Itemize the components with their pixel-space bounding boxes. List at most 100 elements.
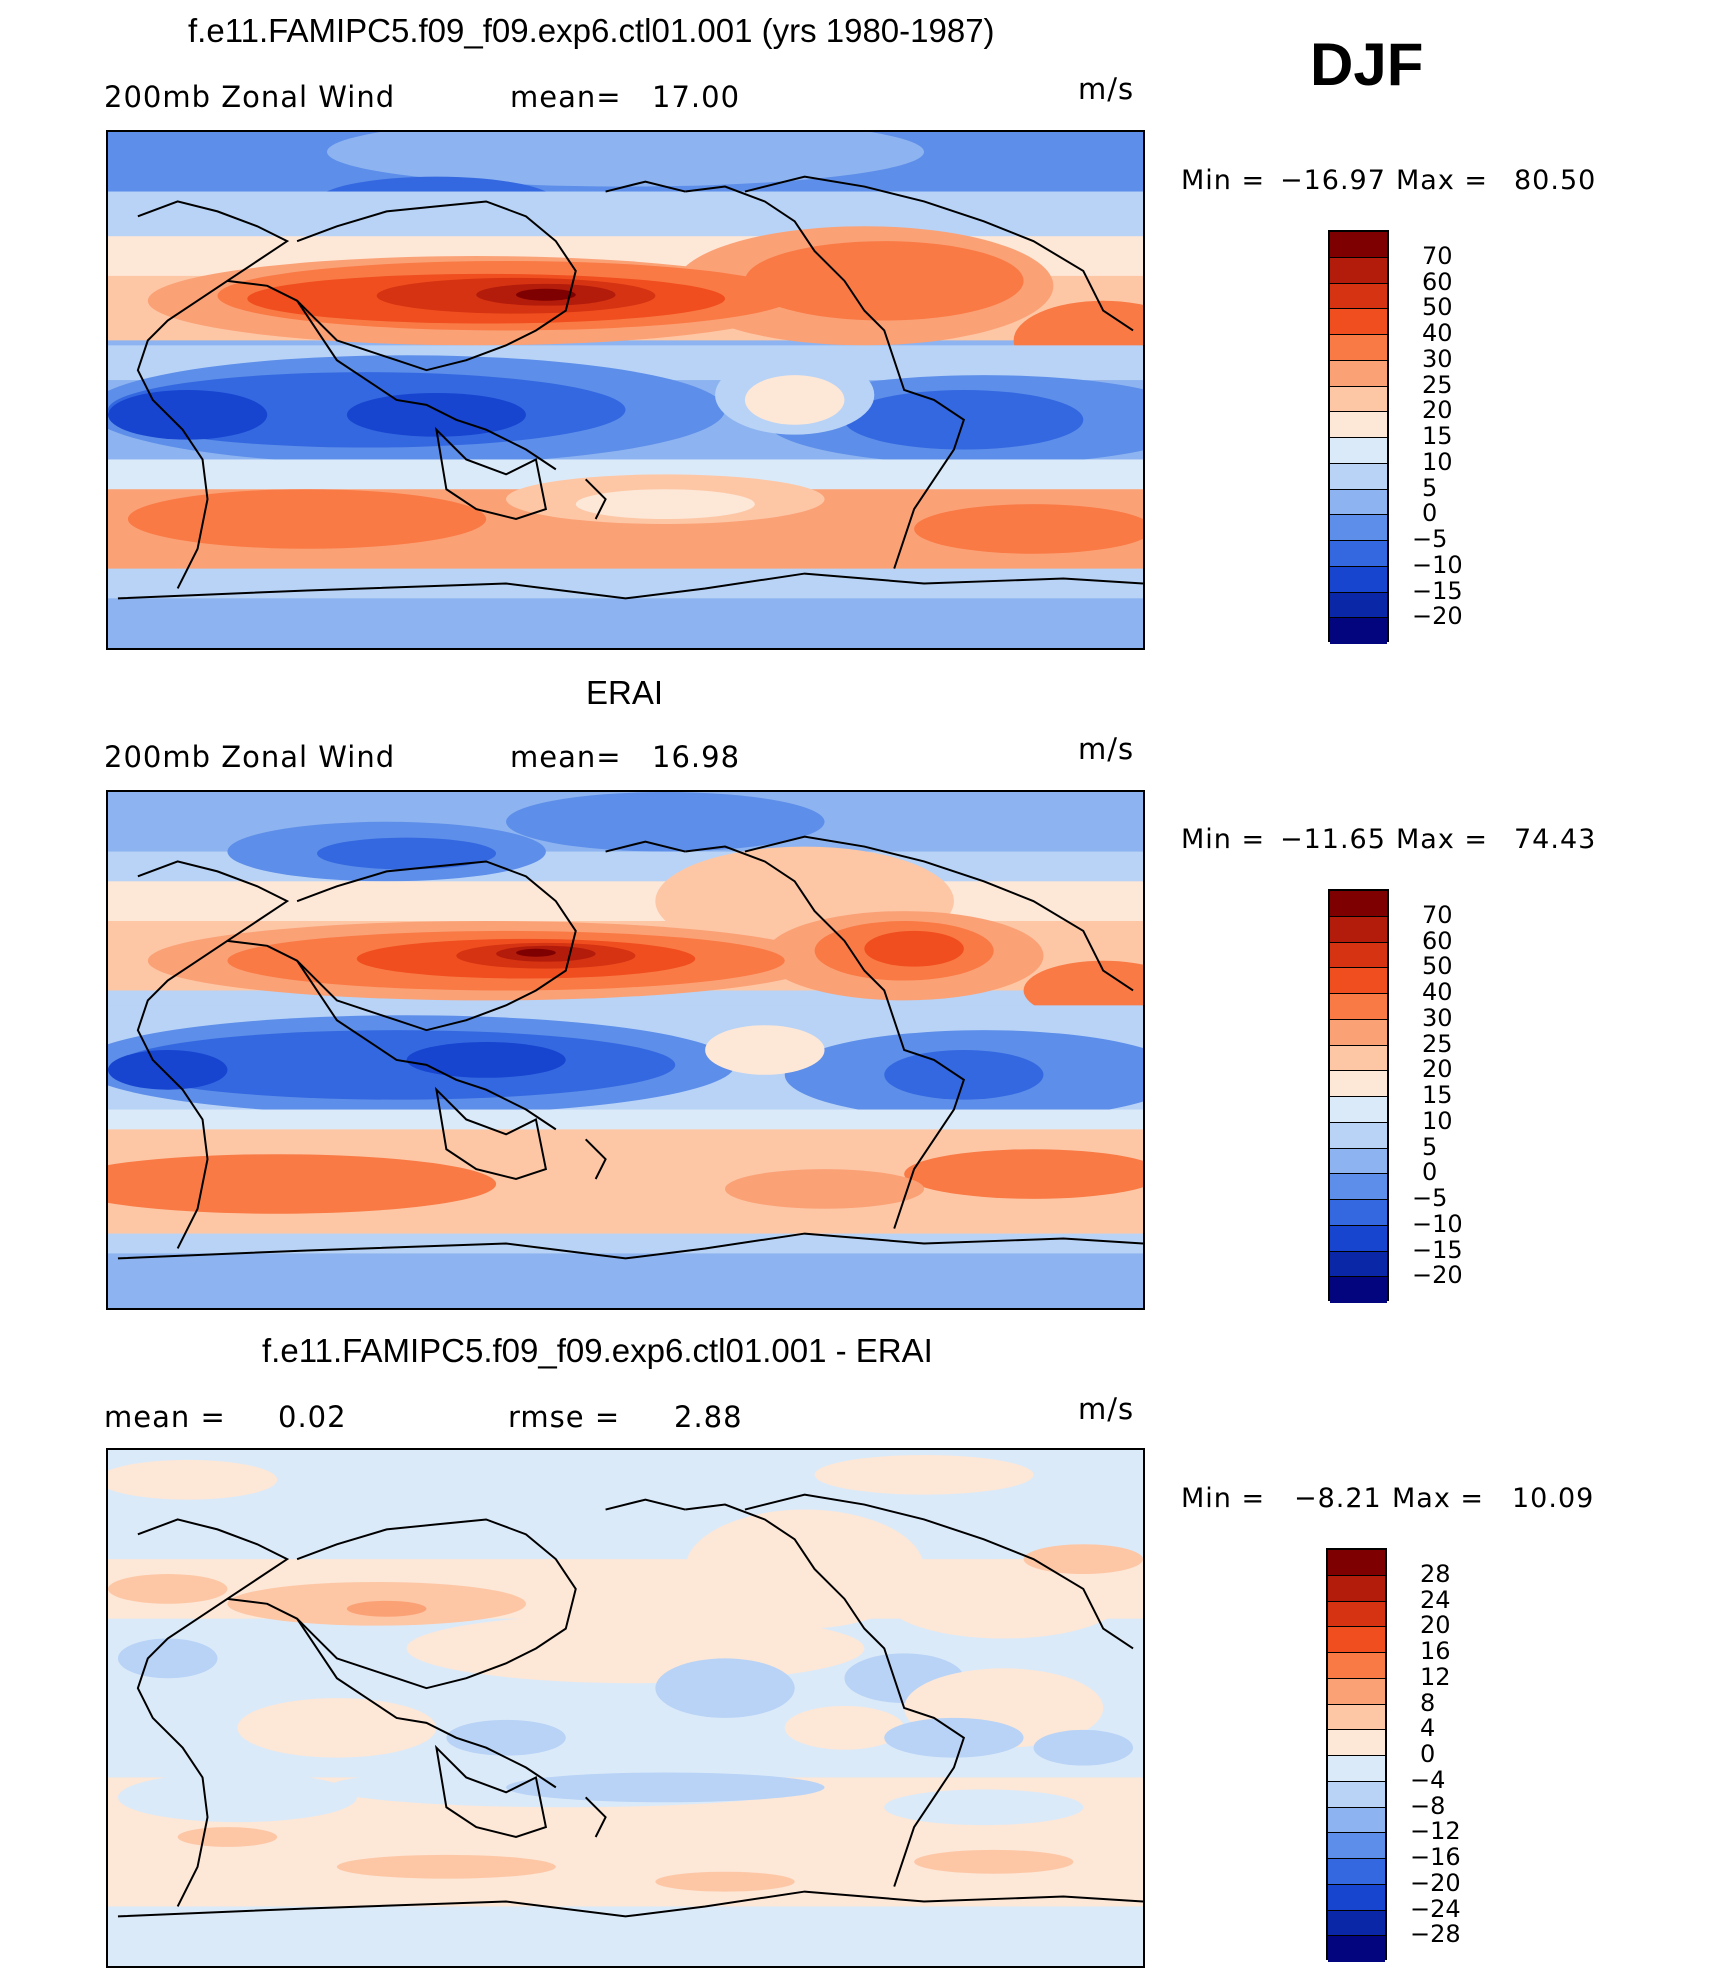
colorbar-tick-label: −10 [1412,550,1463,579]
colorbar-tick-label: 0 [1420,1740,1436,1768]
colorbar-tick-label: 15 [1422,1081,1453,1109]
colorbar-tick-label: −28 [1410,1920,1461,1949]
colorbar-tick-label: 5 [1422,1132,1438,1161]
colorbar-tick-label: −24 [1410,1894,1461,1923]
colorbar-tick-label: 15 [1422,422,1453,450]
colorbar-swatch [1330,283,1387,310]
panel1-max-label: Max = [1396,165,1489,196]
colorbar-tick-label: 70 [1422,900,1453,929]
colorbar-swatch [1330,335,1387,361]
colorbar-swatch [1330,916,1387,943]
colorbar-swatch [1328,1627,1385,1653]
colorbar-tick-label: 28 [1420,1559,1451,1588]
colorbar-tick-label: 24 [1420,1585,1451,1614]
panel3-map [106,1448,1145,1968]
panel2-variable-label: 200mb Zonal Wind [104,740,396,774]
panel1-min-label: Min = [1181,165,1266,196]
colorbar-swatch [1330,1174,1387,1200]
panel1-colorbar [1328,230,1389,644]
colorbar-swatch [1328,1936,1385,1962]
panel1-variable-label: 200mb Zonal Wind [104,80,396,114]
colorbar-swatch [1330,968,1387,994]
colorbar-tick-label: 5 [1422,473,1438,502]
colorbar-swatch [1330,1225,1387,1252]
colorbar-swatch [1330,412,1387,438]
colorbar-tick-label: 70 [1422,241,1453,270]
panel1-min-value: −16.97 [1280,165,1386,196]
colorbar-tick-label: 16 [1420,1637,1451,1665]
panel2-min-value: −11.65 [1280,824,1386,855]
colorbar-swatch [1328,1884,1385,1911]
colorbar-tick-label: 20 [1422,396,1453,425]
panel3-units: m/s [1078,1392,1135,1426]
colorbar-tick-label: 12 [1420,1662,1451,1691]
colorbar-swatch [1330,232,1387,258]
panel3-min-label: Min = [1181,1483,1266,1514]
colorbar-swatch [1330,257,1387,284]
panel2-title: ERAI [586,674,664,711]
colorbar-swatch [1328,1833,1385,1859]
colorbar-tick-label: 20 [1420,1611,1451,1640]
colorbar-swatch [1328,1781,1385,1808]
panel2-min-label: Min = [1181,824,1266,855]
colorbar-tick-label: −5 [1412,1184,1448,1212]
colorbar-swatch [1328,1756,1385,1782]
colorbar-tick-label: 60 [1422,267,1453,296]
season-label: DJF [1310,31,1424,98]
panel1-title: f.e11.FAMIPC5.f09_f09.exp6.ctl01.001 (yr… [188,12,995,49]
colorbar-swatch [1330,489,1387,516]
colorbar-tick-label: 30 [1422,344,1453,373]
colorbar-swatch [1330,541,1387,567]
colorbar-swatch [1328,1910,1385,1937]
colorbar-tick-label: 50 [1422,952,1453,981]
panel1-units: m/s [1078,72,1135,106]
panel3-max-label: Max = [1392,1483,1485,1514]
panel2-max-value: 74.43 [1514,824,1597,855]
colorbar-swatch [1328,1678,1385,1705]
colorbar-tick-label: −20 [1412,1261,1463,1290]
panel3-mean-label: mean = [104,1400,226,1434]
colorbar-swatch [1330,1071,1387,1097]
panel1-max-value: 80.50 [1514,165,1597,196]
colorbar-tick-label: 0 [1422,499,1438,528]
colorbar-tick-label: 20 [1422,1055,1453,1084]
colorbar-swatch [1330,1097,1387,1123]
colorbar-swatch [1330,360,1387,387]
colorbar-tick-label: −20 [1412,602,1463,631]
colorbar-tick-label: 60 [1422,926,1453,955]
panel2-map [106,790,1145,1310]
colorbar-swatch [1330,1122,1387,1149]
colorbar-swatch [1330,618,1387,644]
colorbar-tick-label: 10 [1422,1106,1453,1135]
colorbar-swatch [1330,515,1387,541]
colorbar-tick-label: 50 [1422,293,1453,322]
colorbar-tick-label: 30 [1422,1003,1453,1032]
colorbar-swatch [1330,463,1387,490]
colorbar-swatch [1328,1653,1385,1679]
colorbar-swatch [1330,1045,1387,1072]
colorbar-tick-label: 40 [1422,319,1453,347]
colorbar-swatch [1330,942,1387,969]
colorbar-swatch [1328,1550,1385,1576]
colorbar-tick-label: 8 [1420,1688,1436,1717]
panel3-max-value: 10.09 [1512,1483,1595,1514]
panel2-max-label: Max = [1396,824,1489,855]
panel3-rmse-value: 2.88 [674,1400,743,1434]
colorbar-swatch [1330,592,1387,619]
panel2-mean-label: mean= [510,740,622,774]
colorbar-swatch [1330,566,1387,593]
colorbar-swatch [1330,386,1387,413]
panel3-colorbar [1326,1548,1387,1962]
panel2-units: m/s [1078,732,1135,766]
colorbar-tick-label: −5 [1412,525,1448,553]
colorbar-swatch [1330,1200,1387,1226]
colorbar-tick-label: −20 [1410,1868,1461,1897]
colorbar-tick-label: 0 [1422,1158,1438,1187]
panel3-rmse-label: rmse = [508,1400,621,1434]
colorbar-swatch [1330,891,1387,917]
colorbar-tick-label: −16 [1410,1843,1461,1871]
colorbar-tick-label: 40 [1422,978,1453,1006]
panel3-min-value: −8.21 [1294,1483,1382,1514]
colorbar-swatch [1328,1807,1385,1834]
colorbar-tick-label: 25 [1422,1029,1453,1058]
